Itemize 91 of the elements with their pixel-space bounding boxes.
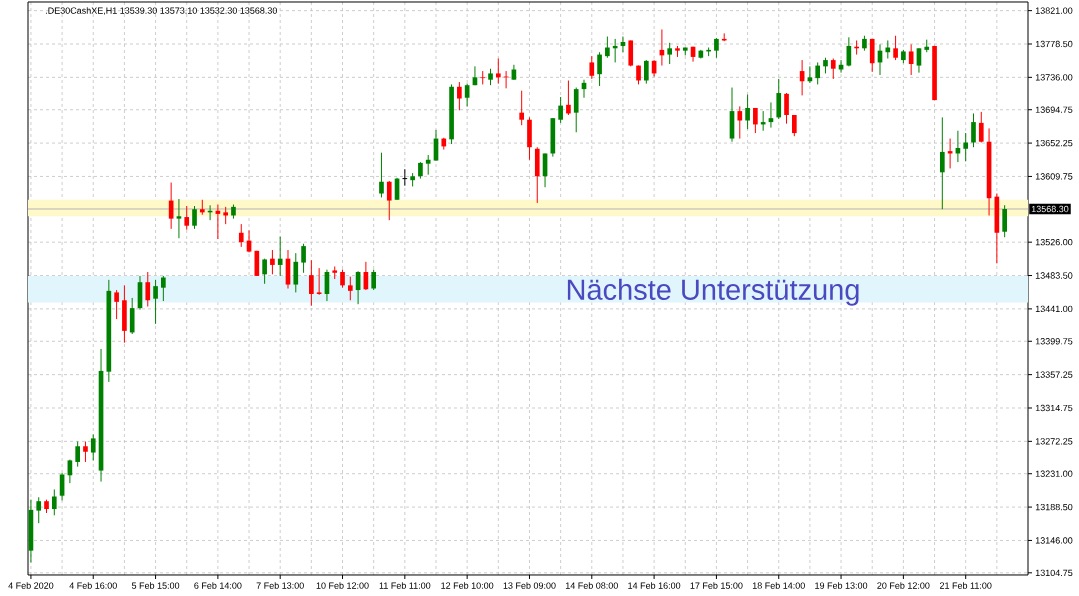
y-tick-label: 13609.75	[1035, 173, 1073, 180]
candlestick	[885, 39, 891, 60]
candlestick	[75, 441, 81, 468]
candlestick	[145, 271, 151, 308]
y-tick-label: 13272.25	[1035, 438, 1073, 445]
x-tick-label: 14 Feb 16:00	[628, 582, 681, 589]
y-tick-label: 13526.00	[1035, 238, 1073, 246]
candlestick	[457, 81, 462, 111]
candlestick	[939, 116, 945, 210]
y-tick-label: 13736.00	[1035, 74, 1073, 81]
chart-title: .DE30CashXE,H1 13539.30 13573.10 13532.30 13568.30	[46, 7, 278, 15]
y-tick-label: 13483.50	[1035, 272, 1073, 279]
candlestick	[714, 37, 719, 59]
candlestick	[589, 55, 595, 80]
candlestick	[963, 132, 969, 162]
x-tick-label: 7 Feb 13:00	[256, 582, 304, 589]
candlestick	[978, 111, 984, 143]
y-tick-label: 13694.75	[1035, 106, 1073, 113]
candlestick	[51, 488, 57, 516]
candlestick	[908, 43, 914, 76]
candlestick	[737, 105, 743, 140]
candlestick	[753, 107, 758, 134]
candlestick	[495, 58, 501, 85]
y-tick-label: 13314.75	[1035, 404, 1073, 412]
y-tick-label: 13146.00	[1035, 537, 1073, 544]
candlestick	[830, 58, 836, 80]
candlestick	[153, 279, 158, 325]
candlestick	[301, 243, 306, 274]
candlestick	[184, 205, 190, 231]
y-tick-label: 13778.50	[1035, 40, 1073, 48]
x-tick-label: 4 Feb 2020	[8, 582, 54, 589]
x-tick-label: 12 Feb 10:00	[441, 582, 494, 589]
candlestick	[293, 252, 299, 293]
candlestick	[238, 223, 244, 248]
y-tick-label: 13188.50	[1035, 503, 1073, 511]
candlestick	[558, 96, 563, 124]
x-tick-label: 21 Feb 11:00	[939, 582, 992, 589]
x-tick-label: 20 Feb 12:00	[877, 582, 930, 589]
candlestick	[519, 90, 525, 126]
candlestick	[192, 205, 197, 230]
candlestick	[597, 51, 602, 87]
band-label: Nächste Unterstützung	[567, 278, 859, 306]
y-tick-label: 13104.75	[1035, 569, 1073, 577]
candlestick	[114, 289, 119, 320]
y-tick-label: 13231.00	[1035, 470, 1073, 477]
candlestick	[605, 36, 610, 59]
candlestick	[643, 59, 649, 85]
candlestick	[309, 259, 314, 307]
y-tick-label: 13399.75	[1035, 338, 1073, 345]
candlestick	[176, 198, 182, 239]
candlestick	[893, 35, 898, 61]
candlestick	[316, 267, 322, 296]
x-tick-label: 6 Feb 14:00	[194, 582, 242, 589]
candlestick	[1002, 204, 1007, 238]
candlestick	[784, 92, 789, 125]
candlestick	[425, 154, 431, 176]
x-tick-label: 13 Feb 09:00	[503, 582, 556, 589]
candlestick	[402, 168, 408, 187]
candlestick	[340, 269, 345, 289]
x-tick-label: 4 Feb 16:00	[69, 582, 117, 589]
y-tick-label: 13652.25	[1035, 139, 1073, 147]
candlestick	[83, 441, 88, 463]
x-tick-label: 14 Feb 08:00	[565, 582, 618, 589]
x-tick-label: 18 Feb 14:00	[752, 582, 805, 589]
y-tick-label: 13821.00	[1035, 7, 1073, 14]
ref-line-label: 13568.30	[1031, 205, 1069, 213]
candlestick	[791, 114, 797, 137]
candlestick	[36, 496, 42, 524]
candlestick	[347, 276, 353, 301]
candlestick	[371, 269, 377, 291]
candlestick	[379, 152, 384, 198]
candlestick	[480, 70, 486, 85]
candlestick	[745, 94, 750, 130]
candlestick	[971, 112, 976, 148]
x-tick-label: 11 Feb 11:00	[379, 582, 431, 589]
y-tick-label: 13357.25	[1035, 371, 1073, 378]
x-tick-label: 5 Feb 15:00	[131, 582, 180, 589]
x-tick-label: 10 Feb 12:00	[316, 582, 369, 589]
candlestick	[277, 236, 283, 277]
candlestick	[566, 79, 571, 116]
y-tick-label: 13441.00	[1035, 305, 1073, 313]
x-tick-label: 17 Feb 15:00	[690, 582, 743, 589]
candlestick	[262, 258, 267, 285]
candlestick	[573, 87, 579, 133]
candlestick	[815, 61, 821, 85]
candlestick	[667, 42, 673, 65]
candlestick	[386, 180, 392, 221]
candlestick	[270, 249, 275, 275]
x-tick-label: 19 Feb 13:00	[815, 582, 868, 589]
candlestick	[90, 433, 96, 461]
candlestick	[161, 275, 166, 302]
